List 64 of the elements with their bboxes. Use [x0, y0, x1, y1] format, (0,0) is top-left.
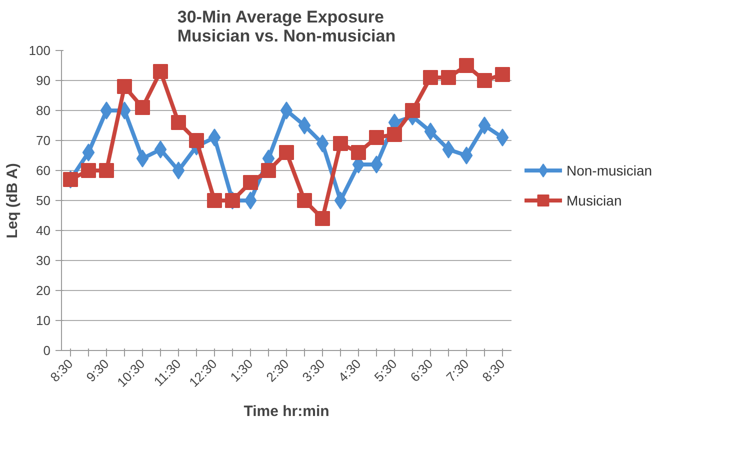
- x-tick-label: 8:30: [47, 356, 76, 385]
- point: [82, 144, 95, 162]
- y-tick-label: 80: [36, 103, 51, 118]
- x-tick-label: 8:30: [479, 356, 508, 385]
- point: [316, 134, 329, 152]
- x-tick-label: 5:30: [371, 356, 400, 385]
- y-tick-label: 60: [36, 163, 51, 178]
- y-axis-title: Leq (dB A): [4, 163, 21, 238]
- point: [261, 163, 276, 178]
- point: [298, 116, 311, 134]
- point: [279, 145, 294, 160]
- x-axis-title: Time hr:min: [244, 403, 330, 420]
- point: [477, 73, 492, 88]
- x-tick-label: 7:30: [443, 356, 472, 385]
- point: [441, 70, 456, 85]
- point: [334, 192, 347, 210]
- point: [369, 130, 384, 145]
- point: [136, 150, 149, 168]
- point: [154, 140, 167, 158]
- point: [496, 128, 509, 146]
- point: [100, 102, 113, 120]
- point: [207, 193, 222, 208]
- point: [442, 140, 455, 158]
- point: [351, 145, 366, 160]
- point: [280, 102, 293, 120]
- point: [405, 103, 420, 118]
- point: [370, 156, 383, 174]
- x-tick-label: 3:30: [299, 356, 328, 385]
- point: [495, 67, 510, 82]
- point: [172, 162, 185, 180]
- point: [423, 70, 438, 85]
- y-tick-label: 0: [43, 343, 51, 358]
- point: [478, 116, 491, 134]
- point: [135, 100, 150, 115]
- point: [117, 79, 132, 94]
- y-tick-label: 70: [36, 133, 51, 148]
- point: [459, 58, 474, 73]
- point: [387, 127, 402, 142]
- point: [460, 146, 473, 164]
- point: [315, 211, 330, 226]
- point: [208, 128, 221, 146]
- y-tick-label: 40: [36, 223, 51, 238]
- point: [243, 175, 258, 190]
- chart-title: 30-Min Average Exposure Musician vs. Non-musician: [177, 8, 396, 46]
- point: [153, 64, 168, 79]
- point: [244, 192, 257, 210]
- y-tick-label: 10: [36, 313, 51, 328]
- y-tick-label: 30: [36, 253, 51, 268]
- y-tick-label: 50: [36, 193, 51, 208]
- y-tick-label: 20: [36, 283, 51, 298]
- x-tick-label: 4:30: [335, 356, 364, 385]
- point: [333, 136, 348, 151]
- point: [171, 115, 186, 130]
- legend-label: Musician: [566, 192, 622, 208]
- point: [189, 133, 204, 148]
- x-tick-label: 6:30: [407, 356, 436, 385]
- y-tick-label: 90: [36, 73, 51, 88]
- point: [297, 193, 312, 208]
- point: [424, 122, 437, 140]
- legend-label: Non-musician: [566, 162, 652, 178]
- x-tick-label: 9:30: [83, 356, 112, 385]
- point: [99, 163, 114, 178]
- point: [81, 163, 96, 178]
- y-tick-label: 100: [28, 43, 51, 58]
